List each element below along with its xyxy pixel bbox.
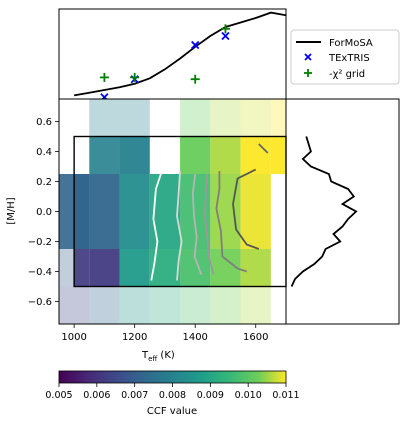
y-tick-label: 0.4 [36, 147, 52, 158]
heatmap-cell [119, 136, 150, 174]
heatmap-cell [59, 286, 90, 324]
y-tick-label: −0.4 [28, 267, 52, 278]
legend-plus-marker-icon [304, 69, 312, 77]
y-tick-label: 0.2 [36, 177, 52, 188]
legend-x-marker-icon [304, 53, 312, 61]
top-panel [58, 8, 287, 100]
heatmap-cell [89, 249, 120, 287]
heatmap-cell [210, 136, 241, 174]
heatmap-cell [240, 249, 271, 287]
heatmap-cell [240, 174, 271, 249]
y-axis-label: [M/H] [6, 197, 17, 224]
x-tick-label: 1000 [61, 332, 86, 343]
heatmap-cell [149, 286, 181, 324]
heatmap-cell [89, 99, 120, 137]
heatmap-cell [119, 286, 150, 324]
colorbar-tick-label: 0.010 [235, 390, 262, 401]
colorbar-label: CCF value [147, 406, 197, 417]
top-frame [58, 8, 287, 100]
heatmap-cell [180, 286, 211, 324]
colorbar-tick-label: 0.008 [159, 390, 186, 401]
heatmap-cell [240, 286, 271, 324]
contour-line [204, 173, 215, 275]
legend-frame [290, 29, 400, 85]
x-tick-label: 1600 [243, 332, 268, 343]
contour-line [150, 170, 163, 281]
heatmap-cell [119, 249, 150, 287]
heatmap-cell [240, 136, 271, 174]
textris-marker [100, 93, 109, 99]
colorbar-tick-label: 0.007 [121, 390, 148, 401]
contour-line [176, 170, 183, 281]
heatmap-cell [180, 99, 211, 137]
x-axis-label: Teff (K) [141, 350, 175, 363]
formosa-line [73, 11, 286, 97]
legend: ForMoSA TExTRIS -χ² grid [290, 29, 400, 85]
y-tick-label: 0.0 [36, 207, 52, 218]
contour-line [191, 173, 203, 275]
heatmap-cell [74, 249, 90, 287]
chi2-grid-marker [220, 24, 230, 34]
heatmap-cell [270, 99, 286, 137]
legend-label-chi2-grid: -χ² grid [329, 69, 365, 80]
heatmap-cell [270, 136, 286, 174]
contour-line [232, 168, 260, 250]
textris-marker [221, 31, 230, 41]
colorbar: 0.005 0.006 0.007 0.008 0.009 0.010 0.011 CCF … [45, 370, 300, 417]
y-tick-label: 0.6 [36, 117, 52, 128]
contour-line [258, 143, 269, 154]
chi2-grid-marker [130, 72, 140, 82]
contour-line [215, 171, 247, 273]
heatmap-cell [74, 174, 90, 249]
colorbar-gradient [58, 370, 287, 384]
heatmap-cell [210, 99, 241, 137]
chi2-grid-marker [99, 72, 109, 82]
right-frame [285, 98, 400, 325]
y-tick-label: −0.2 [28, 237, 52, 248]
colorbar-tick-label: 0.005 [45, 390, 72, 401]
heatmap-cell [180, 136, 211, 174]
heatmap-cell [119, 99, 150, 137]
colorbar-tick-label: 0.011 [272, 390, 299, 401]
heatmap-cell [89, 286, 120, 324]
y-tick-label: −0.6 [28, 297, 52, 308]
colorbar-tick-label: 0.006 [83, 390, 110, 401]
heatmap-cell [210, 286, 241, 324]
chi2-grid-marker [190, 74, 200, 84]
right-panel [285, 98, 400, 325]
legend-label-formosa: ForMoSA [329, 38, 373, 49]
metallicity-profile-line [290, 136, 358, 287]
textris-marker [191, 40, 200, 50]
x-tick-label: 1200 [122, 332, 147, 343]
colorbar-tick-label: 0.009 [197, 390, 224, 401]
legend-label-textris: TExTRIS [328, 53, 370, 64]
heatmap-cell [119, 174, 150, 249]
x-tick-label: 1400 [182, 332, 207, 343]
heatmap-cell [240, 99, 271, 137]
main-panel: 1000 1200 1400 1600 −0.6 −0.4 −0.2 0.0 0.2 0.4 0.… [6, 98, 287, 363]
heatmap-cell [89, 174, 120, 249]
heatmap-cell [89, 136, 120, 174]
